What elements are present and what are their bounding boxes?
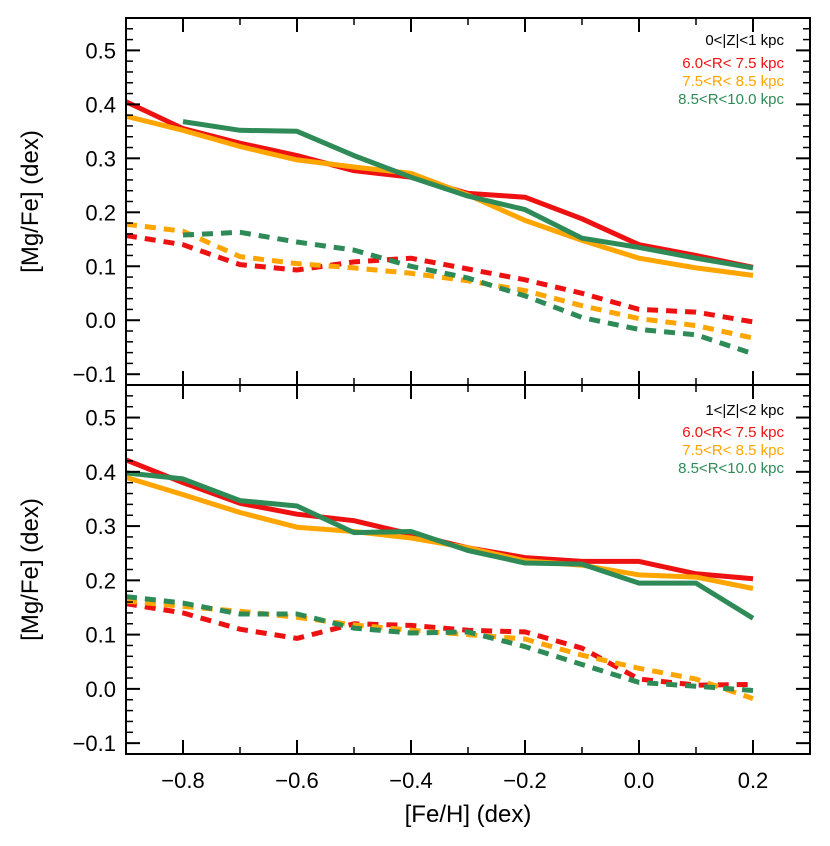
x-tick-label: 0.0 [624, 768, 655, 793]
y-tick-label: 0.2 [85, 200, 116, 225]
y-tick-label: 0.3 [85, 514, 116, 539]
y-tick-label: 0.0 [85, 677, 116, 702]
legend-title: 0<|Z|<1 kpc [705, 32, 784, 49]
series-line-solid-4 [182, 119, 754, 271]
series-line-dashed-3 [125, 598, 754, 701]
y-tick-label: 0.5 [85, 38, 116, 63]
x-tick-label: −0.6 [275, 768, 318, 793]
series-line-dashed-1 [125, 601, 754, 688]
y-tick-label: 0.0 [85, 308, 116, 333]
series-line-dashed-5 [182, 229, 754, 357]
x-tick-label: 0.2 [738, 768, 769, 793]
y-tick-label: 0.2 [85, 568, 116, 593]
series-line-dashed-3 [125, 221, 754, 341]
legend-entry: 6.0<R< 7.5 kpc [682, 55, 784, 72]
y-axis-title: [Mg/Fe] (dex) [17, 130, 44, 273]
legend-entry: 8.5<R<10.0 kpc [678, 91, 784, 108]
y-tick-label: 0.5 [85, 406, 116, 431]
legend-entry: 8.5<R<10.0 kpc [678, 460, 784, 477]
x-axis-title: [Fe/H] (dex) [405, 801, 532, 828]
y-tick-label: 0.4 [85, 460, 116, 485]
y-tick-label: 0.4 [85, 92, 116, 117]
y-tick-label: −0.1 [73, 362, 116, 387]
y-tick-label: 0.3 [85, 146, 116, 171]
legend-title: 1<|Z|<2 kpc [705, 402, 784, 419]
x-tick-label: −0.2 [503, 768, 546, 793]
legend-entry: 6.0<R< 7.5 kpc [682, 424, 784, 441]
y-tick-label: −0.1 [73, 731, 116, 756]
series-line-dashed-1 [125, 233, 754, 325]
y-tick-label: 0.1 [85, 623, 116, 648]
series-line-solid-0 [125, 457, 754, 582]
legend-entry: 7.5<R< 8.5 kpc [682, 442, 784, 459]
series-line-dashed-5 [125, 594, 754, 693]
y-axis-title: [Mg/Fe] (dex) [17, 498, 44, 641]
y-tick-label: 0.1 [85, 254, 116, 279]
x-tick-label: −0.4 [389, 768, 432, 793]
series-line-solid-4 [125, 470, 755, 621]
legend-entry: 7.5<R< 8.5 kpc [682, 73, 784, 90]
x-tick-label: −0.8 [161, 768, 204, 793]
